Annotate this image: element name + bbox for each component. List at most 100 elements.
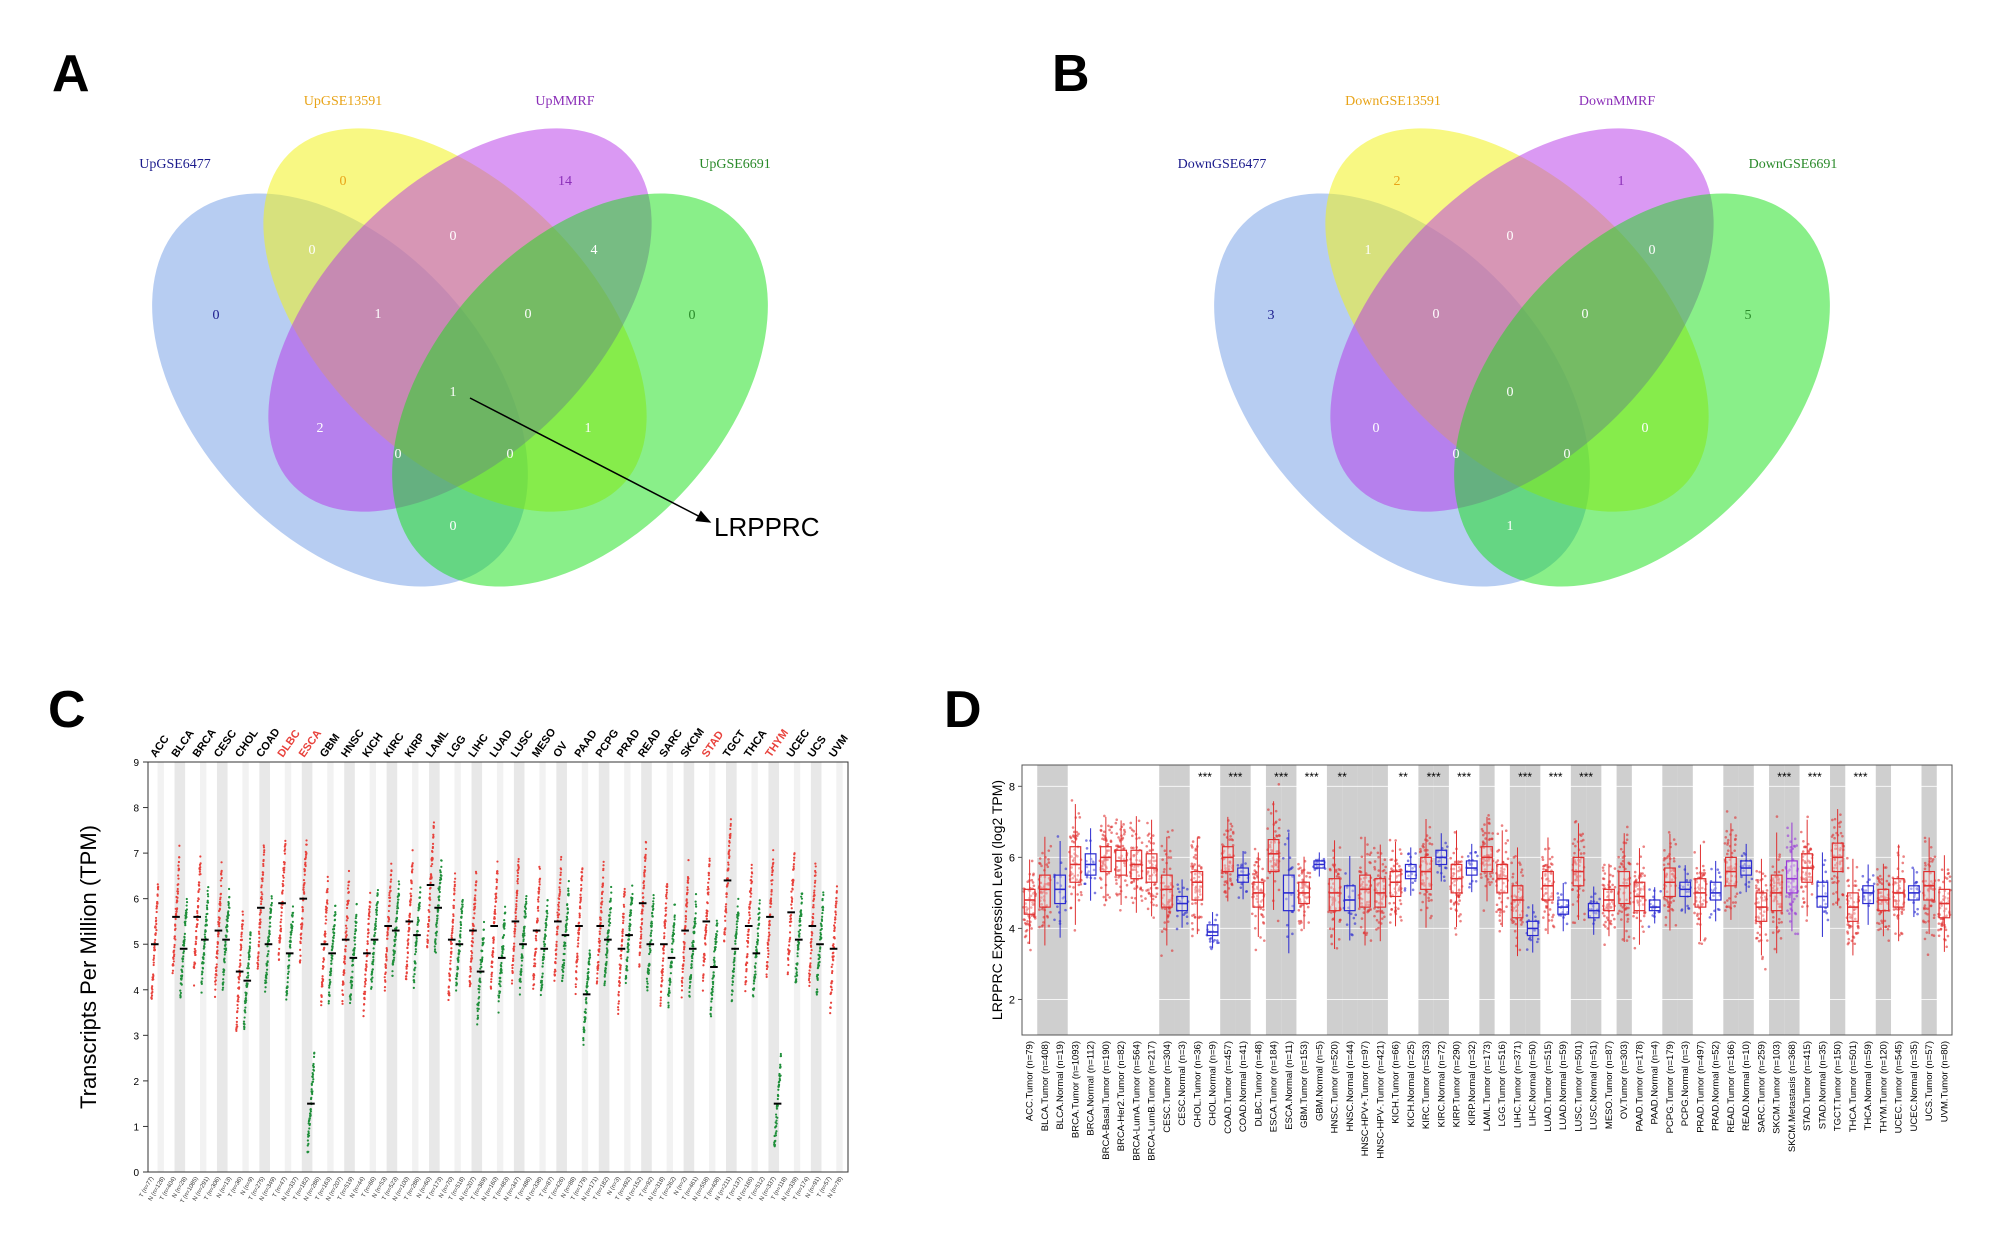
- chart-c-point: [731, 983, 734, 986]
- chart-c-point: [705, 923, 708, 927]
- chart-c-point: [458, 940, 461, 943]
- chart-c-point: [693, 925, 696, 928]
- chart-c-point: [585, 996, 588, 1000]
- chart-c-point: [329, 980, 332, 984]
- chart-c-point: [353, 946, 356, 950]
- chart-c-band: [344, 762, 355, 1172]
- chart-c-point: [247, 964, 250, 968]
- chart-c-point: [667, 994, 670, 997]
- chart-c-point: [198, 888, 201, 891]
- chart-c-point: [334, 913, 337, 916]
- chart-c-point: [492, 936, 495, 939]
- chart-c-point: [514, 917, 517, 920]
- chart-c-point: [307, 1150, 310, 1153]
- chart-d-point: [1148, 849, 1152, 852]
- chart-c-point: [228, 895, 231, 899]
- chart-c-point: [258, 936, 261, 939]
- chart-c-point: [256, 963, 260, 966]
- chart-c-point: [818, 953, 821, 957]
- chart-c-point: [495, 892, 498, 895]
- chart-c-point: [586, 985, 589, 988]
- chart-c-point: [599, 916, 602, 919]
- chart-c-point: [257, 955, 260, 958]
- chart-c-point: [619, 966, 622, 969]
- chart-c-point: [555, 945, 558, 948]
- chart-c-point: [729, 832, 732, 836]
- chart-c-band: [429, 762, 440, 1172]
- chart-c-point: [226, 917, 229, 920]
- chart-c-point: [500, 965, 503, 968]
- chart-c-point: [409, 898, 412, 901]
- chart-c-point: [352, 953, 356, 956]
- chart-d-point: [1152, 903, 1155, 907]
- venn-b-region-123: 0: [1433, 307, 1440, 322]
- chart-c-point: [750, 867, 753, 870]
- chart-c-point: [621, 934, 624, 938]
- chart-c-point: [279, 936, 282, 940]
- chart-c-point: [374, 917, 378, 920]
- chart-c-point: [796, 952, 799, 955]
- chart-c-point: [667, 987, 671, 990]
- chart-c-point: [631, 884, 634, 887]
- chart-c-point: [809, 966, 812, 969]
- chart-c-point: [332, 940, 335, 943]
- chart-d-point: [1254, 948, 1258, 952]
- chart-c-point: [813, 891, 816, 894]
- chart-d-point: [1194, 853, 1197, 857]
- chart-c-point: [670, 965, 673, 968]
- chart-c-point: [768, 919, 771, 923]
- chart-c-point: [642, 880, 646, 883]
- chart-c-point: [495, 896, 498, 899]
- chart-c-point: [660, 990, 663, 993]
- chart-c-point: [737, 912, 740, 915]
- chart-c-point: [493, 908, 497, 911]
- chart-d-point: [1155, 886, 1159, 890]
- chart-c-point: [583, 1029, 586, 1032]
- chart-c-point: [213, 995, 217, 999]
- chart-c-point: [455, 982, 458, 985]
- chart-c-point: [537, 896, 540, 899]
- chart-c-point: [207, 886, 210, 889]
- chart-c-point: [174, 917, 177, 921]
- chart-c-point: [736, 905, 739, 908]
- chart-c-point: [199, 868, 202, 871]
- chart-d-point: [1305, 875, 1308, 878]
- chart-d-point: [1232, 832, 1235, 835]
- chart-d-point: [1290, 867, 1293, 870]
- chart-c-point: [383, 986, 387, 989]
- venn-b-region-124: 0: [1564, 447, 1571, 462]
- chart-c-point: [289, 946, 292, 949]
- chart-c-ytick-label: 0: [133, 1168, 139, 1179]
- chart-c-point: [582, 1026, 585, 1029]
- chart-d-point: [1266, 827, 1269, 830]
- chart-c-point: [412, 979, 416, 982]
- chart-c-point: [470, 954, 473, 957]
- chart-d-point: [1171, 829, 1174, 832]
- chart-c-point: [216, 941, 220, 944]
- chart-d-point: [1151, 897, 1155, 901]
- chart-d-point: [1274, 830, 1277, 833]
- chart-c-point: [534, 962, 537, 965]
- chart-c-point: [749, 895, 752, 898]
- chart-c-point: [672, 926, 675, 929]
- chart-c-point: [561, 979, 564, 983]
- chart-d-point: [1186, 887, 1189, 891]
- chart-c-point: [366, 942, 369, 945]
- chart-c-point: [302, 888, 305, 891]
- chart-c-point: [511, 963, 514, 967]
- chart-c-point: [385, 948, 389, 951]
- chart-c-point: [712, 974, 716, 977]
- chart-c-point: [437, 909, 440, 912]
- chart-c-point: [604, 971, 607, 974]
- chart-c-point: [652, 893, 655, 897]
- chart-c-point: [600, 892, 604, 896]
- chart-c-point: [201, 967, 205, 970]
- chart-c-point: [617, 1012, 620, 1016]
- chart-c-point: [814, 871, 817, 874]
- chart-c-point: [715, 933, 718, 937]
- chart-c-point: [215, 974, 218, 977]
- chart-c-point: [413, 969, 416, 972]
- chart-c-point: [673, 914, 676, 917]
- chart-c-point: [512, 957, 515, 960]
- chart-c-point: [662, 945, 666, 948]
